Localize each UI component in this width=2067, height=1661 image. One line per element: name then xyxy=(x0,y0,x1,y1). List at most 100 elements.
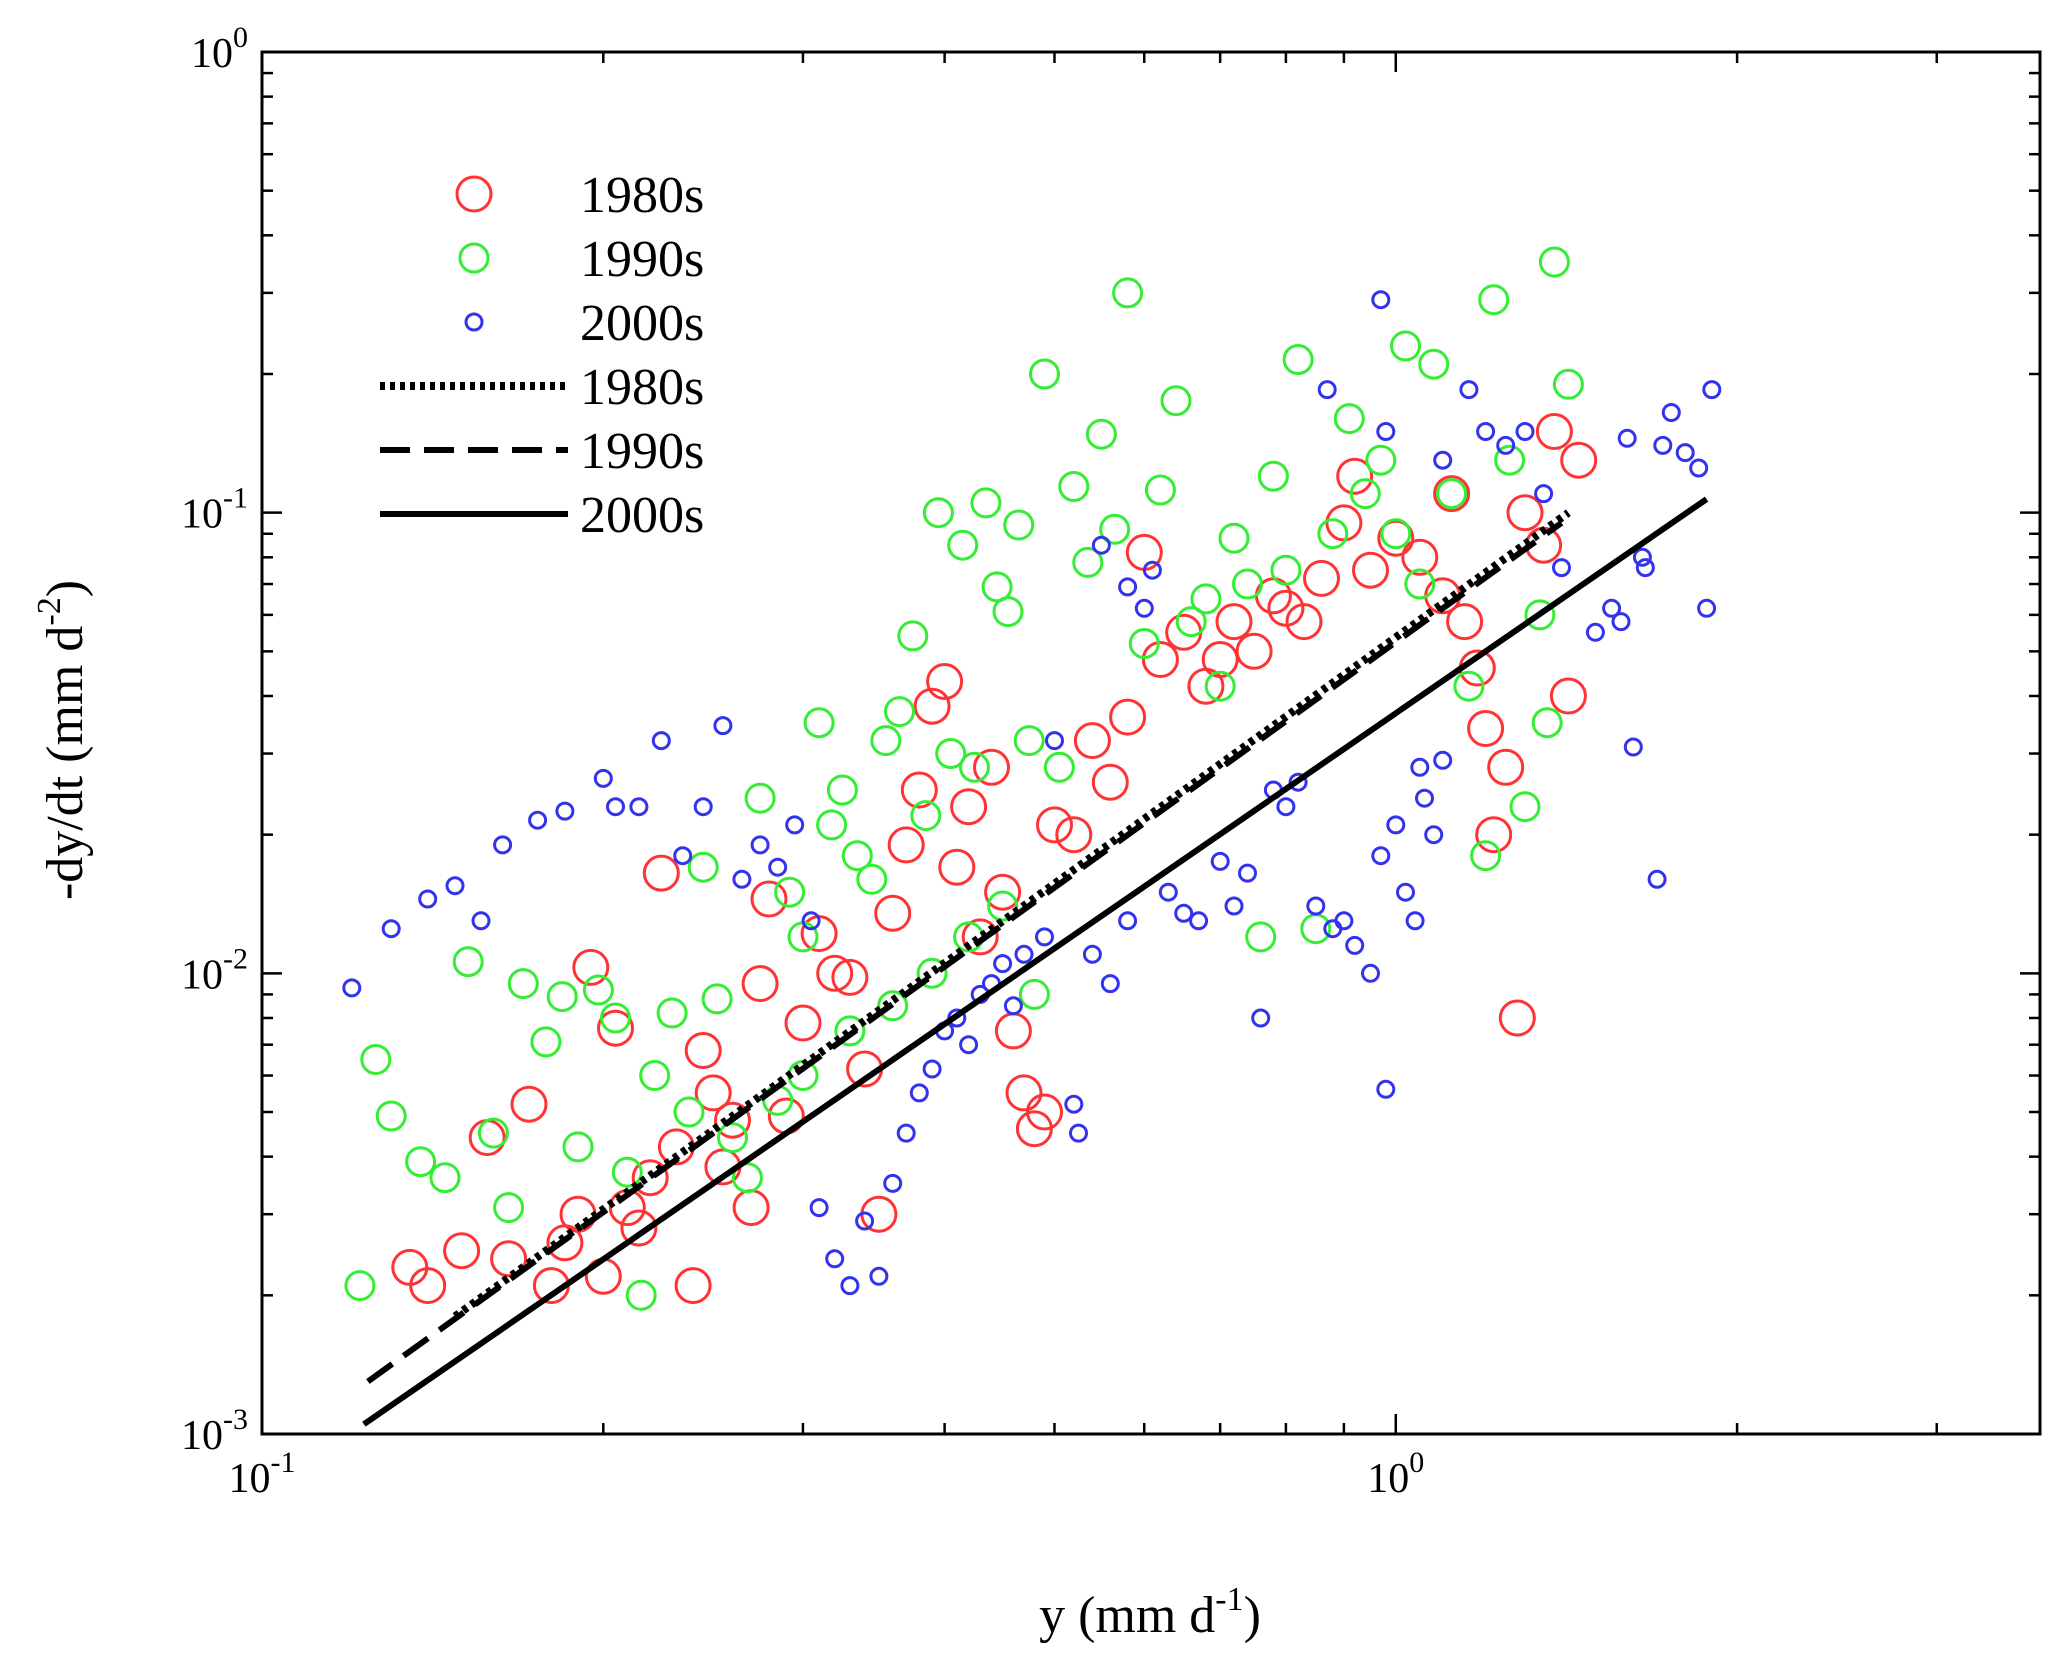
point-2000s-1 xyxy=(381,919,401,939)
point-2000s-66 xyxy=(1415,788,1434,808)
point-2000s-5 xyxy=(493,835,513,855)
point-2000s-43 xyxy=(1118,911,1138,931)
point-2000s-2 xyxy=(418,889,438,909)
point-1990s-74 xyxy=(1453,670,1485,702)
legend-label: 1990s xyxy=(580,423,704,480)
point-2000s-92 xyxy=(1611,612,1631,632)
point-2000s-9 xyxy=(606,797,625,817)
series-2000s-markers xyxy=(342,290,1722,1296)
point-2000s-65 xyxy=(1405,911,1425,931)
point-1990s-61 xyxy=(1257,460,1289,492)
point-2000s-80 xyxy=(1585,622,1605,642)
point-2000s-86 xyxy=(1653,435,1673,455)
point-1990s-85 xyxy=(877,990,909,1022)
point-1980s-43 xyxy=(1005,1074,1043,1112)
point-2000s-61 xyxy=(1371,846,1391,866)
point-1980s-26 xyxy=(784,1004,822,1042)
point-2000s-36 xyxy=(1014,944,1034,964)
point-1980s-60 xyxy=(1285,603,1323,641)
legend-entry-2000s-scatter: 2000s xyxy=(464,295,704,352)
point-2000s-85 xyxy=(1647,869,1667,889)
point-2000s-11 xyxy=(651,731,671,751)
x-tick-label-base: 10 xyxy=(229,1456,271,1502)
point-2000s-35 xyxy=(1003,996,1023,1016)
point-1980s-21 xyxy=(714,1101,751,1139)
point-2000s-74 xyxy=(1459,380,1479,400)
point-1980s-50 xyxy=(1109,698,1147,736)
point-2000s-84 xyxy=(1632,547,1652,567)
point-2000s-76 xyxy=(1496,435,1516,455)
y-tick-label-base: 10 xyxy=(191,31,233,77)
point-2000s-14 xyxy=(713,716,733,736)
point-1990s-9 xyxy=(530,1026,562,1058)
x-axis-label-sup: -1 xyxy=(1215,1581,1243,1618)
point-1990s-23 xyxy=(744,782,776,814)
point-1990s-34 xyxy=(897,620,929,652)
legend-label: 1980s xyxy=(580,167,704,224)
point-1980s-2 xyxy=(443,1232,481,1270)
point-1980s-66 xyxy=(1401,538,1439,576)
point-2000s-20 xyxy=(809,1198,829,1218)
point-1990s-48 xyxy=(1072,546,1104,578)
point-1990s-42 xyxy=(992,596,1024,628)
legend-marker xyxy=(455,175,493,213)
point-1990s-18 xyxy=(673,1096,705,1128)
point-2000s-89 xyxy=(1689,458,1709,478)
fit-line-2000s-solid xyxy=(362,496,1709,1427)
x-tick-label: 10-1 xyxy=(229,1446,296,1502)
y-tick-label-exp: -2 xyxy=(223,942,248,975)
point-1990s-10 xyxy=(546,981,578,1013)
legend-entry-2000s-fit: 2000s xyxy=(380,487,704,544)
point-2000s-12 xyxy=(673,846,693,866)
point-2000s-6 xyxy=(528,810,548,830)
point-1990s-84 xyxy=(834,1015,866,1047)
point-2000s-42 xyxy=(1100,974,1120,994)
point-1990s-55 xyxy=(1175,606,1207,638)
point-1990s-13 xyxy=(600,1002,631,1034)
point-2000s-82 xyxy=(1617,428,1637,448)
x-tick-label: 100 xyxy=(1367,1446,1424,1502)
point-1990s-31 xyxy=(856,863,888,895)
point-1990s-19 xyxy=(687,851,719,883)
x-tick-label-exp: -1 xyxy=(271,1446,296,1479)
point-2000s-15 xyxy=(732,869,752,889)
point-1990s-70 xyxy=(1390,330,1421,362)
point-1990s-49 xyxy=(1085,418,1117,450)
point-2000s-95 xyxy=(1118,577,1138,597)
point-1990s-52 xyxy=(1128,628,1160,659)
point-2000s-79 xyxy=(1552,558,1571,578)
y-tick-label: 10-2 xyxy=(181,942,248,998)
point-1980s-56 xyxy=(1215,603,1253,641)
point-2000s-44 xyxy=(1134,598,1154,618)
series-1990s-markers xyxy=(344,246,1584,1311)
point-1990s-58 xyxy=(1218,522,1250,554)
point-2000s-81 xyxy=(1602,598,1622,618)
point-1990s-33 xyxy=(884,696,915,728)
point-1990s-71 xyxy=(1404,568,1436,600)
point-1990s-86 xyxy=(916,957,948,989)
point-1980s-47 xyxy=(1055,816,1093,854)
point-2000s-51 xyxy=(1238,863,1257,883)
point-1990s-69 xyxy=(1380,518,1412,550)
point-2000s-55 xyxy=(1288,772,1308,792)
point-1990s-65 xyxy=(1317,518,1349,550)
point-2000s-63 xyxy=(1386,815,1406,835)
point-1990s-54 xyxy=(1160,385,1192,417)
point-2000s-71 xyxy=(1371,290,1391,310)
legend-entry-1980s-scatter: 1980s xyxy=(455,167,704,224)
point-1980s-37 xyxy=(938,848,976,886)
point-1990s-45 xyxy=(1029,358,1060,390)
point-2000s-72 xyxy=(1376,422,1396,441)
legend-label: 1980s xyxy=(580,359,704,416)
point-1980s-68 xyxy=(1433,475,1471,513)
point-2000s-22 xyxy=(840,1276,860,1296)
point-2000s-0 xyxy=(342,978,362,998)
point-1980s-32 xyxy=(874,894,912,932)
point-2000s-91 xyxy=(1697,598,1717,618)
point-1990s-0 xyxy=(344,1270,376,1302)
point-2000s-50 xyxy=(1224,896,1244,916)
y-tick-label-base: 10 xyxy=(181,492,223,538)
point-1980s-11 xyxy=(597,1009,634,1047)
legend-entry-1990s-fit: 1990s xyxy=(380,423,704,480)
point-1990s-36 xyxy=(922,497,954,529)
